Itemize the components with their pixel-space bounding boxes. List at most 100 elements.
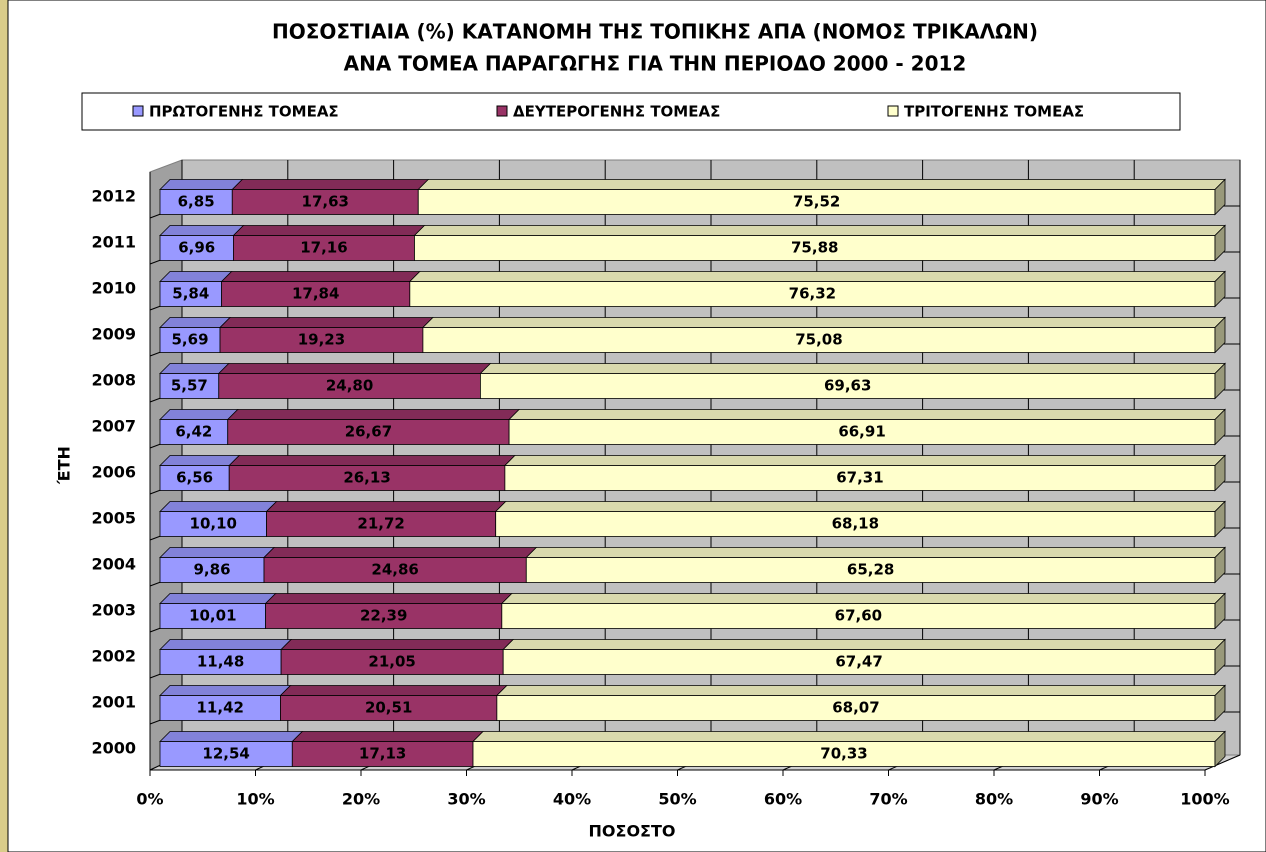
data-label: 75,88 xyxy=(791,239,838,257)
bar-top xyxy=(279,685,508,696)
y-tick-label: 2002 xyxy=(91,647,136,666)
bar-side xyxy=(1214,592,1226,630)
bar-top xyxy=(494,501,1226,512)
x-tick-label: 50% xyxy=(658,790,696,809)
bar xyxy=(291,741,474,767)
data-label: 26,67 xyxy=(345,423,392,441)
bar-top xyxy=(159,317,231,328)
data-label: 17,13 xyxy=(359,745,406,763)
x-tick-label: 90% xyxy=(1080,790,1118,809)
bar xyxy=(231,189,419,215)
bar xyxy=(227,419,510,445)
y-tick-label: 2011 xyxy=(91,233,136,252)
bar-side xyxy=(1214,408,1226,446)
x-tick-label: 60% xyxy=(764,790,802,809)
data-label: 17,63 xyxy=(302,193,349,211)
bar-side xyxy=(1214,638,1226,676)
data-label: 6,85 xyxy=(178,193,215,211)
bar-top xyxy=(280,639,515,650)
bar-side xyxy=(1214,178,1226,216)
bar-top xyxy=(217,363,492,374)
bar-side xyxy=(1214,684,1226,722)
bar-top xyxy=(421,317,1226,328)
bar-top xyxy=(503,455,1226,466)
data-label: 67,60 xyxy=(835,607,882,625)
data-label: 17,84 xyxy=(292,285,339,303)
legend-label: ΠΡΩΤΟΓΕΝΗΣ ΤΟΜΕΑΣ xyxy=(149,103,339,121)
x-tick-label: 100% xyxy=(1180,790,1229,809)
bar xyxy=(233,235,415,261)
legend-label: ΔΕΥΤΕΡΟΓΕΝΗΣ ΤΟΜΕΑΣ xyxy=(513,103,720,121)
data-label: 6,56 xyxy=(176,469,213,487)
bar xyxy=(218,373,481,399)
bar-top xyxy=(159,547,275,558)
bar-top xyxy=(264,593,513,604)
data-label: 10,10 xyxy=(190,515,237,533)
data-label: 24,86 xyxy=(371,561,418,579)
bar xyxy=(496,695,1216,721)
data-label: 12,54 xyxy=(202,745,249,763)
legend xyxy=(81,92,1181,131)
bar-top xyxy=(159,639,293,650)
bar-top xyxy=(232,225,426,236)
y-tick-label: 2003 xyxy=(91,601,136,620)
data-label: 66,91 xyxy=(838,423,885,441)
bar-side xyxy=(1214,316,1226,354)
bar-top xyxy=(159,455,241,466)
bar-top xyxy=(472,731,1226,742)
bar xyxy=(159,603,267,629)
y-tick-label: 2008 xyxy=(91,371,136,390)
legend-swatch xyxy=(132,105,144,117)
bar-side xyxy=(1214,270,1226,308)
bar-top xyxy=(220,271,421,282)
bar-top xyxy=(226,409,521,420)
data-label: 68,18 xyxy=(832,515,879,533)
bar-top xyxy=(413,225,1226,236)
data-label: 5,84 xyxy=(172,285,209,303)
y-tick-label: 2001 xyxy=(91,693,136,712)
data-label: 21,05 xyxy=(368,653,415,671)
data-label: 6,42 xyxy=(175,423,212,441)
y-tick-label: 2009 xyxy=(91,325,136,344)
bar-top xyxy=(495,685,1226,696)
bar-top xyxy=(265,501,507,512)
bar xyxy=(480,373,1216,399)
data-label: 75,52 xyxy=(793,193,840,211)
bar-top xyxy=(508,409,1226,420)
data-label: 70,33 xyxy=(820,745,867,763)
bar-top xyxy=(408,271,1226,282)
bar-top xyxy=(159,409,239,420)
bar-top xyxy=(159,179,244,190)
floor-grid-line xyxy=(1204,754,1241,771)
bar xyxy=(263,557,527,583)
data-label: 5,69 xyxy=(172,331,209,349)
y-tick-label: 2012 xyxy=(91,187,136,206)
bar xyxy=(472,741,1216,767)
bar xyxy=(159,419,229,445)
data-label: 24,80 xyxy=(326,377,373,395)
bar-top xyxy=(231,179,430,190)
bar-top xyxy=(159,685,292,696)
bar xyxy=(228,465,506,491)
data-label: 26,13 xyxy=(343,469,390,487)
x-tick-label: 20% xyxy=(342,790,380,809)
legend-swatch xyxy=(496,105,508,117)
data-label: 9,86 xyxy=(194,561,231,579)
bar-top xyxy=(525,547,1226,558)
x-tick-label: 40% xyxy=(553,790,591,809)
bar-top xyxy=(291,731,484,742)
bar xyxy=(417,189,1216,215)
bar-side xyxy=(1214,362,1226,400)
bar-top xyxy=(159,271,233,282)
bar xyxy=(159,465,230,491)
data-label: 22,39 xyxy=(360,607,407,625)
data-label: 65,28 xyxy=(847,561,894,579)
bar-top xyxy=(159,225,245,236)
x-tick-label: 0% xyxy=(136,790,163,809)
data-label: 67,31 xyxy=(836,469,883,487)
x-tick-label: 80% xyxy=(975,790,1013,809)
data-label: 11,42 xyxy=(197,699,244,717)
x-tick-label: 10% xyxy=(236,790,274,809)
bar xyxy=(508,419,1216,445)
